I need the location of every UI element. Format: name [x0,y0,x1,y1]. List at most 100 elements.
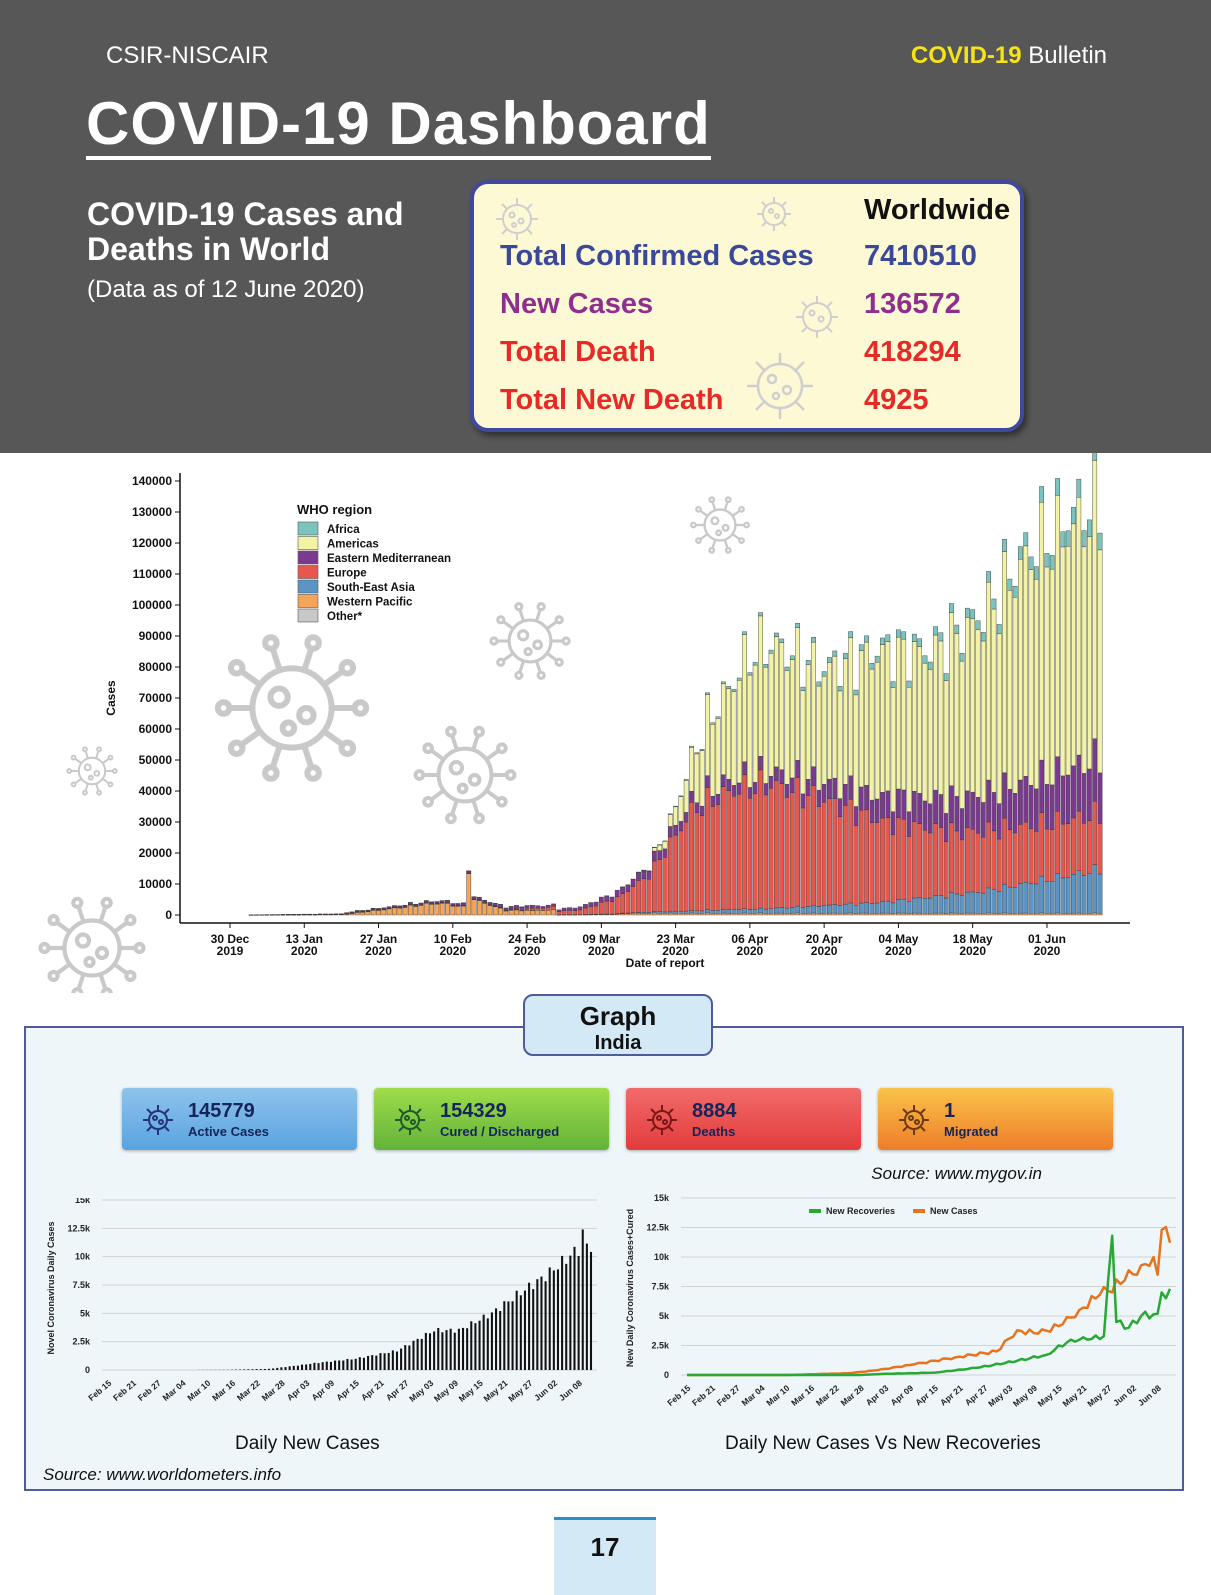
bar-segment-eastern-mediterranean [1081,773,1087,824]
virus-icon [796,296,838,338]
virus-spike-tip [66,768,73,774]
bar-segment-americas [996,633,1002,804]
bar-segment-western-pacific [535,910,541,916]
bar-segment-eastern-mediterranean [551,903,556,907]
bar-segment-africa [890,681,896,688]
bar-segment-south-east-asia [943,897,949,914]
stat-label-confirmed: Total Confirmed Cases [500,240,814,272]
graph-tab-title: Graph [579,1001,657,1031]
virus-spot [721,523,730,532]
x-tick-label: Mar 22 [814,1383,841,1408]
virus-spike-tip [695,537,702,545]
bar-segment-europe [758,769,763,909]
bar-segment-africa [1033,566,1039,580]
bar-segment-eastern-mediterranean [710,796,716,807]
daily-bar [313,1362,316,1370]
bar-segment-eastern-mediterranean [827,778,832,799]
bar-segment-western-pacific [742,912,747,916]
bar-segment-south-east-asia [1033,883,1039,914]
bar-segment-americas [975,629,981,798]
bar-segment-africa [407,902,413,904]
virus-spike-tip [227,739,246,757]
bar-segment-africa [1092,453,1098,461]
virus-icon [899,1105,929,1135]
virus-spike [699,509,709,517]
bar-segment-americas [1087,536,1092,770]
bar-segment-western-pacific [540,910,546,916]
bar-segment-eastern-mediterranean [848,775,854,800]
bar-segment-western-pacific [413,906,419,916]
bar-segment-eastern-mediterranean [598,896,604,903]
bar-segment-europe [864,809,869,903]
bar-segment-africa [503,907,509,909]
bar-segment-africa [896,629,901,638]
legend-swatch [297,608,319,623]
bar-segment-americas [752,664,758,783]
bulletin-label: COVID-19 Bulletin [911,42,1107,70]
virus-icon [647,1105,677,1135]
daily-bar [371,1355,374,1370]
bar-segment-europe [943,841,949,899]
y-axis-title: Cases [104,680,118,716]
virus-spike-tip [743,521,751,529]
bar-segment-south-east-asia [996,891,1002,914]
bar-segment-eastern-mediterranean [705,775,710,788]
bar-segment-south-east-asia [710,910,716,914]
card-cured: 154329 Cured / Discharged [374,1088,609,1150]
daily-bar [280,1367,283,1370]
y-tick-label: 80000 [139,660,173,674]
bar-segment-americas [858,650,864,788]
bar-segment-africa [498,904,503,906]
bar-segment-africa [848,631,854,638]
x-tick-label: 2020 [662,944,689,958]
daily-bar [247,1369,250,1370]
bar-segment-south-east-asia [1055,873,1060,914]
bar-segment-africa [699,749,705,751]
bar-segment-western-pacific [726,912,732,916]
daily-bar [503,1301,506,1370]
bar-segment-eastern-mediterranean [694,802,700,813]
card-migrated: 1 Migrated [878,1088,1113,1150]
cases-vs-recoveries-line-chart: 0 2.5k 5k 7.5k 10k 12.5k 15k New Daily Coronavi… [625,1193,1176,1409]
virus-spot [74,932,92,949]
y-tick-label: 120000 [132,536,172,550]
bar-segment-americas [1039,502,1045,761]
virus-spike [74,757,82,765]
bar-segment-eastern-mediterranean [911,791,917,822]
bar-segment-south-east-asia [1039,875,1045,914]
bar-segment-americas [1049,568,1055,786]
bar-segment-africa [715,716,721,719]
virus-spike [711,501,717,511]
bar-segment-africa [747,672,753,676]
daily-bar [577,1255,580,1370]
virus-spot [517,629,530,642]
virus-icon [38,896,146,993]
bar-segment-eastern-mediterranean [1055,756,1060,812]
bar-segment-eastern-mediterranean [980,802,986,838]
bar-segment-europe [922,829,928,899]
daily-bar [511,1301,514,1370]
bar-segment-europe [726,790,732,910]
daily-bar [507,1301,510,1370]
bar-segment-western-pacific [837,913,843,916]
bar-segment-south-east-asia [927,897,933,914]
graph-india-tab: Graph India [523,994,713,1056]
bar-segment-africa [1018,546,1023,560]
bar-segment-western-pacific [864,912,869,916]
bar-segment-south-east-asia [752,909,758,914]
bar-segment-western-pacific [1065,913,1071,916]
daily-bar [565,1263,568,1370]
y-tick-label: 110000 [133,567,173,581]
bar-segment-africa [662,840,668,842]
bar-segment-south-east-asia [1023,881,1029,914]
bar-segment-europe [811,785,816,906]
bar-segment-south-east-asia [1018,883,1023,914]
bar-segment-europe [1081,823,1087,876]
x-tick-label: Apr 21 [359,1378,386,1403]
daily-bar [499,1311,502,1370]
page-title: COVID-19 Dashboard [86,92,711,160]
stat-value-new-cases: 136572 [864,288,961,320]
virus-spike-tip [96,746,102,753]
virus-spot [93,770,101,777]
bar-segment-western-pacific [503,910,509,916]
